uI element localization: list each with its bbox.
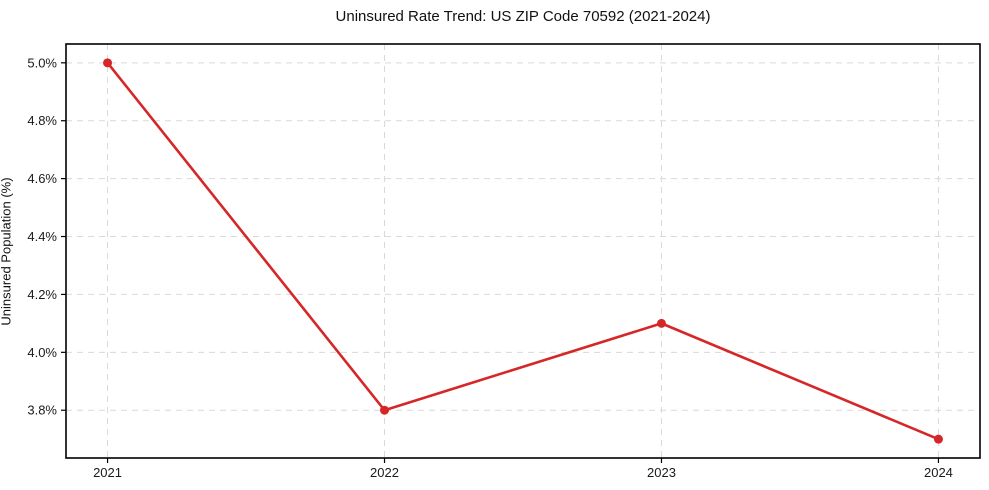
data-point xyxy=(933,434,943,444)
plot-border xyxy=(65,43,981,459)
y-tick-label: 5.0% xyxy=(27,55,57,70)
x-tick-label: 2022 xyxy=(370,465,399,480)
x-tick-label: 2024 xyxy=(924,465,953,480)
trend-line xyxy=(106,61,940,441)
y-tick-label: 4.4% xyxy=(27,229,57,244)
y-tick-label: 4.8% xyxy=(27,113,57,128)
x-tick-label: 2023 xyxy=(647,465,676,480)
chart-title: Uninsured Rate Trend: US ZIP Code 70592 … xyxy=(335,8,711,25)
data-point xyxy=(103,58,113,68)
data-point xyxy=(656,318,666,328)
data-point xyxy=(380,405,390,415)
x-tick-label: 2021 xyxy=(93,465,122,480)
y-tick-label: 4.6% xyxy=(27,171,57,186)
y-tick-label: 4.0% xyxy=(27,345,57,360)
y-tick-label: 3.8% xyxy=(27,403,57,418)
y-tick-label: 4.2% xyxy=(27,287,57,302)
